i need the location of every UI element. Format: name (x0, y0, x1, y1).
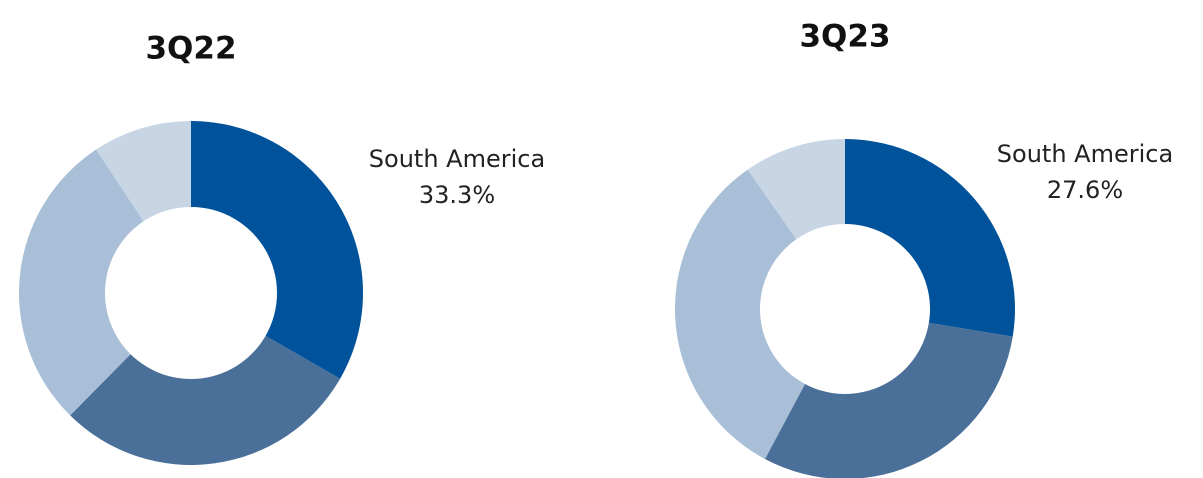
donut-segment (675, 169, 805, 459)
donut-segment (191, 121, 363, 379)
chart-title: 3Q22 (145, 31, 236, 67)
donut-segment (96, 121, 191, 222)
donut-segment (764, 322, 1013, 478)
donut-segment (18, 149, 144, 416)
donut-segment (845, 139, 1016, 337)
segment-label: South America (369, 145, 545, 173)
donut-segment (747, 139, 845, 240)
segment-label: South America (997, 140, 1173, 168)
value-label: 33.3% (419, 181, 495, 209)
value-label: 27.6% (1047, 176, 1123, 204)
chart-title: 3Q23 (799, 19, 890, 55)
donut-segment (70, 335, 341, 466)
